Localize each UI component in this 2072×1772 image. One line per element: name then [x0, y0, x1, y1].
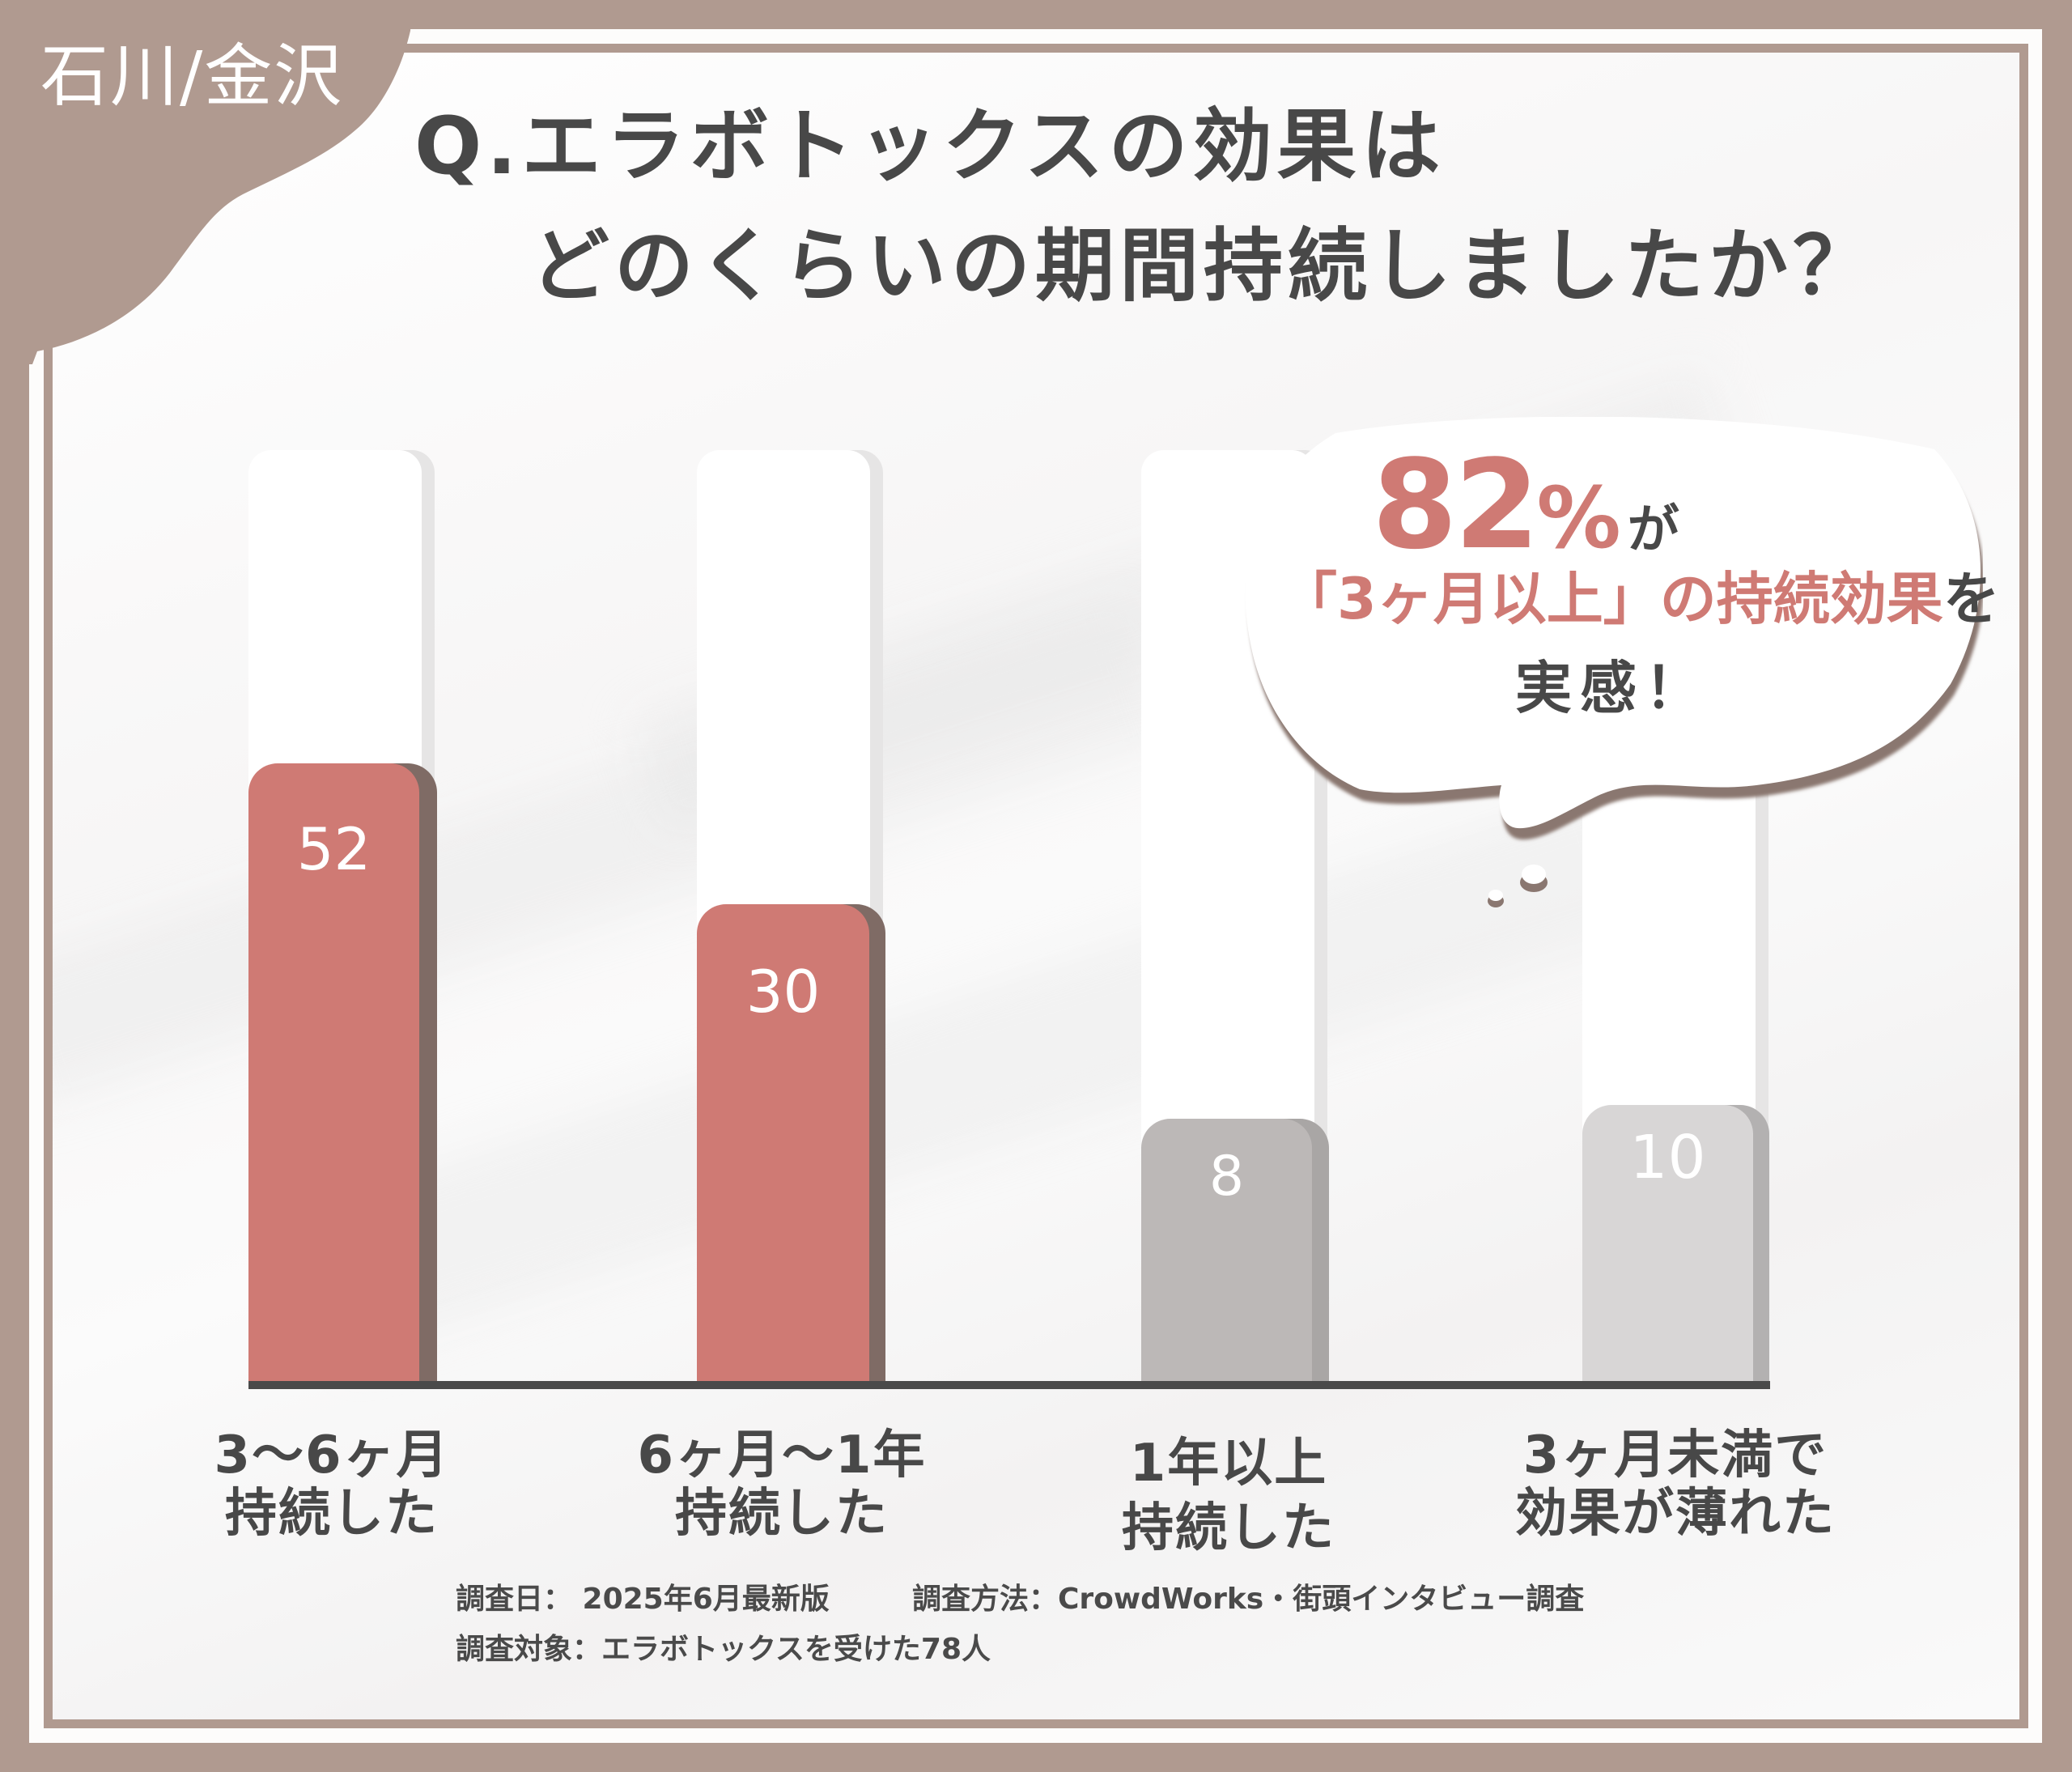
bar-value: 30: [745, 958, 821, 1026]
category-label: 6ヶ月〜1年 持続した: [612, 1426, 952, 1543]
bar-value: 8: [1208, 1145, 1245, 1209]
bar-over-1-year: 8: [1141, 1119, 1312, 1381]
speech-bubble: [1245, 417, 1983, 907]
callout-conclusion: 実感！: [1515, 655, 1709, 721]
callout-particle: の: [1659, 566, 1717, 632]
bar-value: 52: [296, 815, 372, 883]
category-label-line: 持続した: [1122, 1498, 1335, 1558]
region-tag: 石川/金沢: [40, 36, 344, 116]
category-label-line: 6ヶ月〜1年: [637, 1426, 927, 1485]
question-title-line-1: Q.エラボトックスの効果は: [414, 100, 1446, 193]
callout-percent-symbol: %: [1536, 469, 1621, 567]
survey-date: 調査日： 2025年6月最新版: [456, 1583, 830, 1616]
callout-headline: 82% が: [1372, 444, 1679, 567]
category-label: 3〜6ヶ月 持続した: [162, 1426, 502, 1543]
callout-percent: 82: [1372, 433, 1540, 576]
corner-tag-shape: [0, 0, 413, 364]
callout-highlight-duration: 「3ヶ月以上」: [1280, 566, 1660, 632]
survey-method: 調査方法：CrowdWorks・街頭インタビュー調査: [912, 1583, 1585, 1616]
category-label: 1年以上 持続した: [1059, 1431, 1399, 1561]
bar-under-3-months: 10: [1582, 1105, 1753, 1381]
callout-highlight-effect: 持続効果: [1716, 566, 1943, 632]
category-label: 3ヶ月未満で 効果が薄れた: [1505, 1426, 1845, 1543]
category-label-line: 持続した: [225, 1484, 439, 1544]
bar-value: 10: [1629, 1123, 1706, 1192]
category-label-line: 1年以上: [1129, 1434, 1328, 1494]
question-title-line-2: どのくらいの期間持続しましたか？: [530, 220, 1878, 312]
bar-6-12-months: 30: [697, 904, 869, 1381]
category-label-line: 3ヶ月未満で: [1522, 1426, 1828, 1485]
category-label-line: 持続した: [675, 1484, 889, 1544]
callout-particle: が: [1627, 500, 1679, 560]
callout-particle: を: [1942, 566, 2000, 632]
category-label-line: 3〜6ヶ月: [214, 1426, 450, 1485]
category-label-line: 効果が薄れた: [1515, 1484, 1836, 1544]
survey-target: 調査対象：エラボトックスを受けた78人: [456, 1633, 991, 1666]
callout-subline: 「3ヶ月以上」の持続効果を: [1280, 571, 2000, 627]
chart-baseline: [248, 1381, 1770, 1389]
bar-3-6-months: 52: [248, 763, 419, 1381]
